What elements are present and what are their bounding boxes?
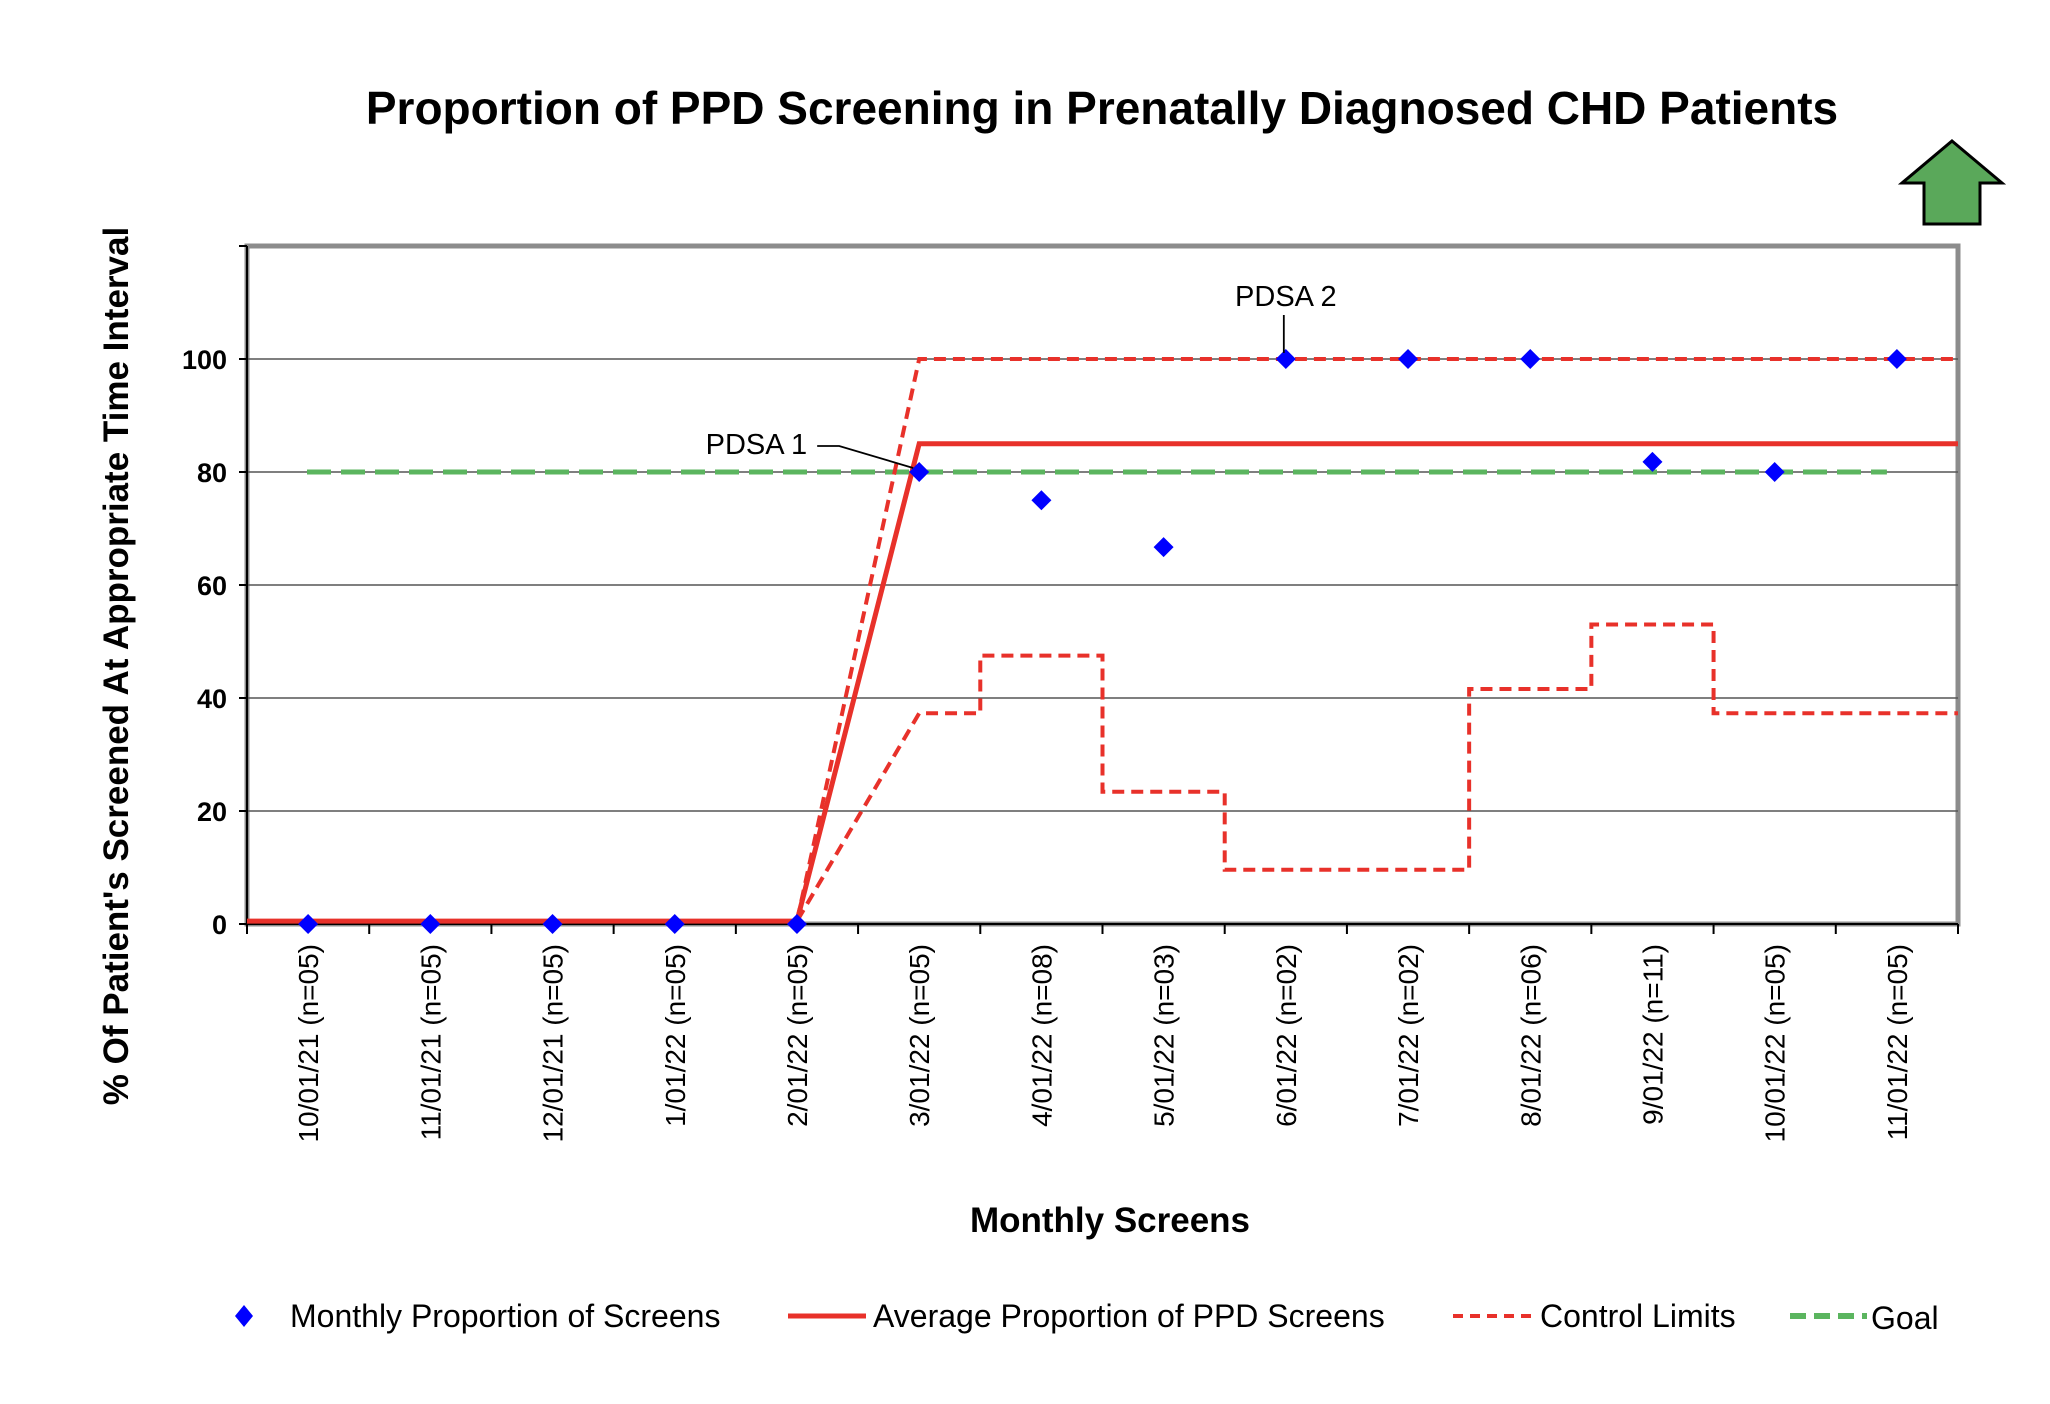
data-point [1520, 349, 1541, 369]
legend-item-average: Average Proportion of PPD Screens [788, 1298, 1385, 1334]
legend-marker-diamond [235, 1305, 253, 1327]
annotation-label: PDSA 1 [706, 429, 808, 461]
x-tick-label: 9/01/22 (n=11) [1637, 944, 1668, 1125]
up-arrow-icon [1897, 139, 2007, 226]
data-point [542, 914, 563, 934]
y-axis-title: % Of Patient's Screened At Appropriate T… [97, 227, 136, 1105]
data-point [298, 914, 319, 934]
chart-title: Proportion of PPD Screening in Prenatall… [366, 82, 1838, 134]
x-tick-label: 8/01/22 (n=06) [1515, 944, 1546, 1127]
data-point [1642, 451, 1663, 472]
y-tick-label: 0 [212, 910, 227, 940]
legend-item-goal: Goal [1790, 1300, 1939, 1336]
x-tick-label: 11/01/22 (n=05) [1882, 944, 1913, 1140]
y-tick-label: 60 [197, 571, 227, 601]
y-tick-label: 20 [197, 797, 227, 827]
average-line [247, 441, 1958, 924]
data-point [1153, 537, 1174, 558]
legend-item-monthly: Monthly Proportion of Screens [235, 1298, 720, 1334]
data-point [664, 914, 685, 934]
data-point [420, 914, 441, 934]
legend-label-monthly: Monthly Proportion of Screens [290, 1298, 720, 1334]
x-tick-label: 1/01/22 (n=05) [660, 944, 691, 1127]
x-tick-label: 3/01/22 (n=05) [904, 944, 935, 1127]
annotation-label: PDSA 2 [1235, 281, 1337, 313]
x-tick-label: 4/01/22 (n=08) [1026, 944, 1057, 1127]
data-point [1886, 349, 1907, 369]
x-tick-label: 12/01/21 (n=05) [538, 944, 569, 1143]
x-axis-title: Monthly Screens [970, 1201, 1250, 1240]
data-point [1398, 349, 1419, 369]
legend-label-average: Average Proportion of PPD Screens [873, 1298, 1385, 1334]
legend-item-control-limits: Control Limits [1453, 1298, 1736, 1334]
data-point [1764, 462, 1785, 482]
x-tick-label: 10/01/21 (n=05) [293, 944, 324, 1143]
y-tick-label: 40 [197, 684, 227, 714]
data-point [909, 462, 930, 482]
y-tick-label: 80 [197, 458, 227, 488]
y-tick-label: 100 [182, 345, 227, 375]
x-tick-label: 7/01/22 (n=02) [1393, 944, 1424, 1127]
legend-label-control-limits: Control Limits [1540, 1298, 1736, 1334]
data-point [1031, 490, 1052, 511]
legend-label-goal: Goal [1871, 1300, 1939, 1336]
plot-area: 0 20 40 60 80 100 10/01/21 (n=05) 11/01/21 (n=0… [182, 243, 1961, 1143]
annotation-leader [817, 445, 914, 469]
x-tick-label: 6/01/22 (n=02) [1271, 944, 1302, 1127]
legend: Monthly Proportion of Screens Average Pr… [235, 1298, 1939, 1336]
data-point [786, 914, 807, 934]
x-tick-label: 11/01/21 (n=05) [415, 944, 446, 1140]
data-point [1275, 349, 1296, 369]
x-tick-label: 2/01/22 (n=05) [782, 944, 813, 1127]
x-tick-label: 5/01/22 (n=03) [1149, 944, 1180, 1127]
x-tick-label: 10/01/22 (n=05) [1760, 944, 1791, 1143]
